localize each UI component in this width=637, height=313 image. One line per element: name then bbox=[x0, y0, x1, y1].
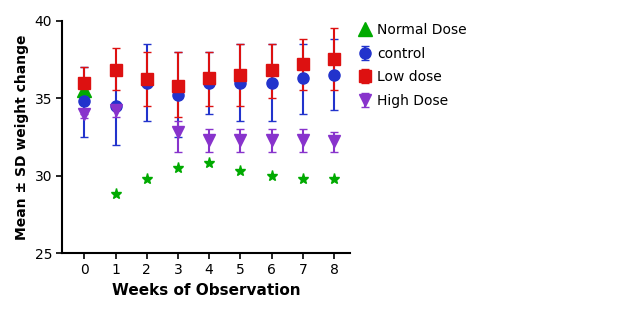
Legend: Normal Dose, control, Low dose, High Dose: Normal Dose, control, Low dose, High Dos… bbox=[359, 23, 467, 108]
X-axis label: Weeks of Observation: Weeks of Observation bbox=[111, 283, 300, 298]
Y-axis label: Mean ± SD weight change: Mean ± SD weight change bbox=[15, 34, 29, 239]
